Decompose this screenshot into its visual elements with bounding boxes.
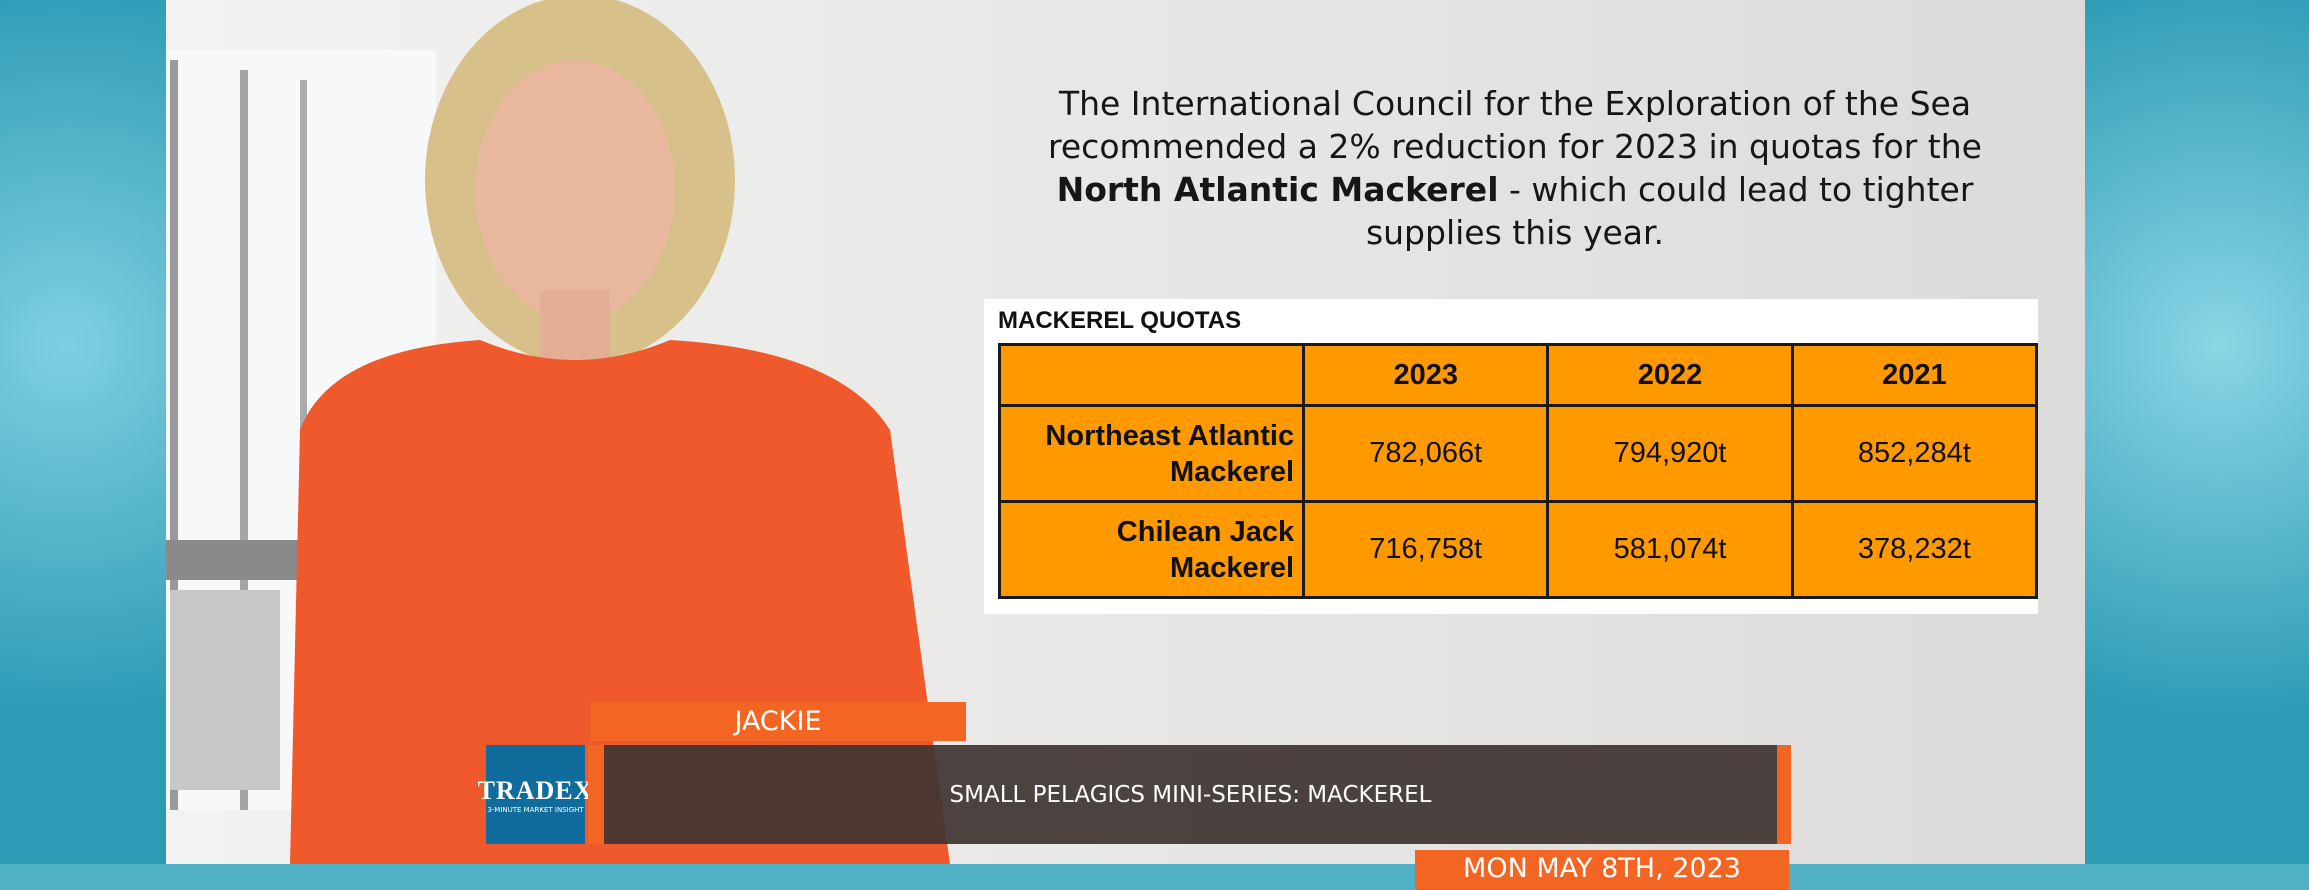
window-frame xyxy=(170,60,178,810)
window-frame xyxy=(240,70,248,810)
commentary: The International Council for the Explor… xyxy=(1000,82,2030,254)
accent-bar xyxy=(588,745,604,844)
header-cell: 2023 xyxy=(1302,343,1550,407)
text-segment: North Atlantic Mackerel xyxy=(1056,170,1499,209)
headline: SMALL PELAGICS MINI-SERIES: MACKEREL xyxy=(604,745,1777,844)
row-label: Chilean Jack Mackerel xyxy=(997,500,1306,599)
cell: 782,066t xyxy=(1302,404,1550,503)
cell: 794,920t xyxy=(1546,404,1794,503)
neck xyxy=(540,290,610,365)
row: Northeast Atlantic Mackerel 782,066t 794… xyxy=(997,404,2039,503)
cell: 852,284t xyxy=(1790,404,2039,503)
cell: 378,232t xyxy=(1790,500,2039,599)
cell: 716,758t xyxy=(1302,500,1550,599)
background xyxy=(2085,0,2309,864)
presenter-name: JACKIE xyxy=(590,702,966,741)
quota-table: 2023 2022 2021 Northeast Atlantic Macker… xyxy=(997,343,2039,599)
text-segment: The International Council for the Explor… xyxy=(1048,84,1982,166)
text-segment: - which could lead to tighter supplies t… xyxy=(1365,170,1974,252)
background xyxy=(0,0,166,864)
cell: 581,074t xyxy=(1546,500,1794,599)
accent-bar xyxy=(1777,745,1791,844)
city xyxy=(170,590,280,790)
header-row: 2023 2022 2021 xyxy=(997,343,2039,407)
logo-tagline: 3-MINUTE MARKET INSIGHT xyxy=(487,805,584,814)
header-cell: 2022 xyxy=(1546,343,1794,407)
header-cell: 2021 xyxy=(1790,343,2039,407)
logo-brand: TRADEX xyxy=(477,775,594,805)
table-title: MACKEREL QUOTAS xyxy=(998,307,1242,334)
logo: TRADEX 3-MINUTE MARKET INSIGHT xyxy=(478,745,592,844)
quota-table-panel: MACKEREL QUOTAS 2023 2022 2021 Northeast… xyxy=(984,299,2039,614)
row: Chilean Jack Mackerel 716,758t 581,074t … xyxy=(997,500,2039,599)
corner-cell xyxy=(997,343,1306,407)
date: MON MAY 8TH, 2023 xyxy=(1415,850,1789,890)
row-label: Northeast Atlantic Mackerel xyxy=(997,404,1306,503)
face xyxy=(475,60,675,320)
